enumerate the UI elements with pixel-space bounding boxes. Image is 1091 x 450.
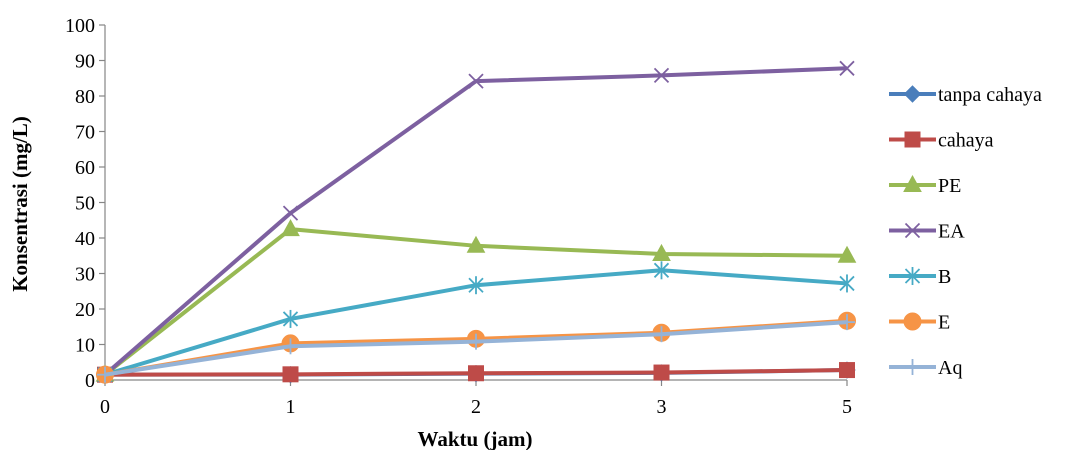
legend-marker [904,222,921,239]
y-tick-label: 80 [75,86,95,108]
tick-labels: 0 10 20 30 40 50 60 70 80 90 100 0 1 2 3 5 [65,15,852,418]
data-point-pe [652,243,671,261]
legend-item-aq: Aq [889,357,962,379]
data-point-ea [839,60,855,76]
x-tick-label: 2 [471,396,481,418]
data-point-b [282,309,299,328]
legend-item-tanpa-cahaya: tanpa cahaya [889,84,1042,106]
legend-item-b: B [889,266,951,288]
legend-marker [903,174,922,192]
legend-marker [904,267,921,285]
x-axis-title: Waktu (jam) [418,427,533,450]
data-point-cahaya [282,366,299,383]
data-point-ea [282,205,299,221]
legend-item-e: E [889,312,950,334]
legend-label: E [938,312,950,334]
marker-stroke [839,60,855,76]
data-point-aq [282,338,299,355]
data-point-ea [468,73,484,89]
y-tick-label: 20 [75,299,95,321]
legend-marker [903,85,922,103]
legend-label: B [938,266,951,288]
data-point-pe [837,245,857,263]
marker-stroke [904,222,921,239]
y-tick-label: 10 [75,335,95,357]
data-point-b [468,276,484,295]
data-point-ea [653,67,670,84]
y-tick-label: 90 [75,51,95,73]
legend-marker [903,312,922,331]
y-tick-label: 70 [75,122,95,144]
x-tick-label: 0 [100,396,110,418]
legend-label: Aq [938,357,962,379]
legend-marker [904,131,921,148]
data-point-aq [653,326,670,343]
data-point-pe [466,235,486,253]
series-aq [97,314,855,383]
legend-label: EA [938,221,965,243]
series-lines [95,60,857,384]
data-point-b [839,274,855,293]
data-point-aq [468,333,484,350]
legend-marker [904,359,921,375]
marker-stroke [282,205,299,221]
x-tick-label: 1 [286,396,296,418]
marker-stroke [468,73,484,89]
legend: tanpa cahaya cahaya PE EA B E Aq [889,84,1042,379]
y-tick-label: 0 [85,370,95,392]
legend-label: cahaya [938,130,994,152]
data-point-cahaya [839,362,855,379]
marker-stroke [653,67,670,84]
data-point-aq [97,366,113,383]
y-tick-label: 50 [75,193,95,215]
y-tick-label: 60 [75,157,95,179]
y-tick-label: 30 [75,264,95,286]
x-tick-label: 3 [657,396,667,418]
legend-label: tanpa cahaya [938,84,1042,106]
data-point-cahaya [468,365,484,382]
y-tick-label: 100 [65,15,95,37]
legend-item-cahaya: cahaya [889,130,994,152]
data-point-aq [839,314,855,331]
data-point-cahaya [653,364,670,381]
data-point-b [653,261,670,280]
legend-label: PE [938,175,961,197]
legend-item-pe: PE [889,174,961,197]
y-tick-label: 40 [75,228,95,250]
y-axis-title: Konsentrasi (mg/L) [8,116,32,292]
data-point-pe [281,219,300,237]
series-cahaya [97,362,855,383]
x-tick-label: 5 [842,396,852,418]
legend-item-ea: EA [889,221,965,243]
